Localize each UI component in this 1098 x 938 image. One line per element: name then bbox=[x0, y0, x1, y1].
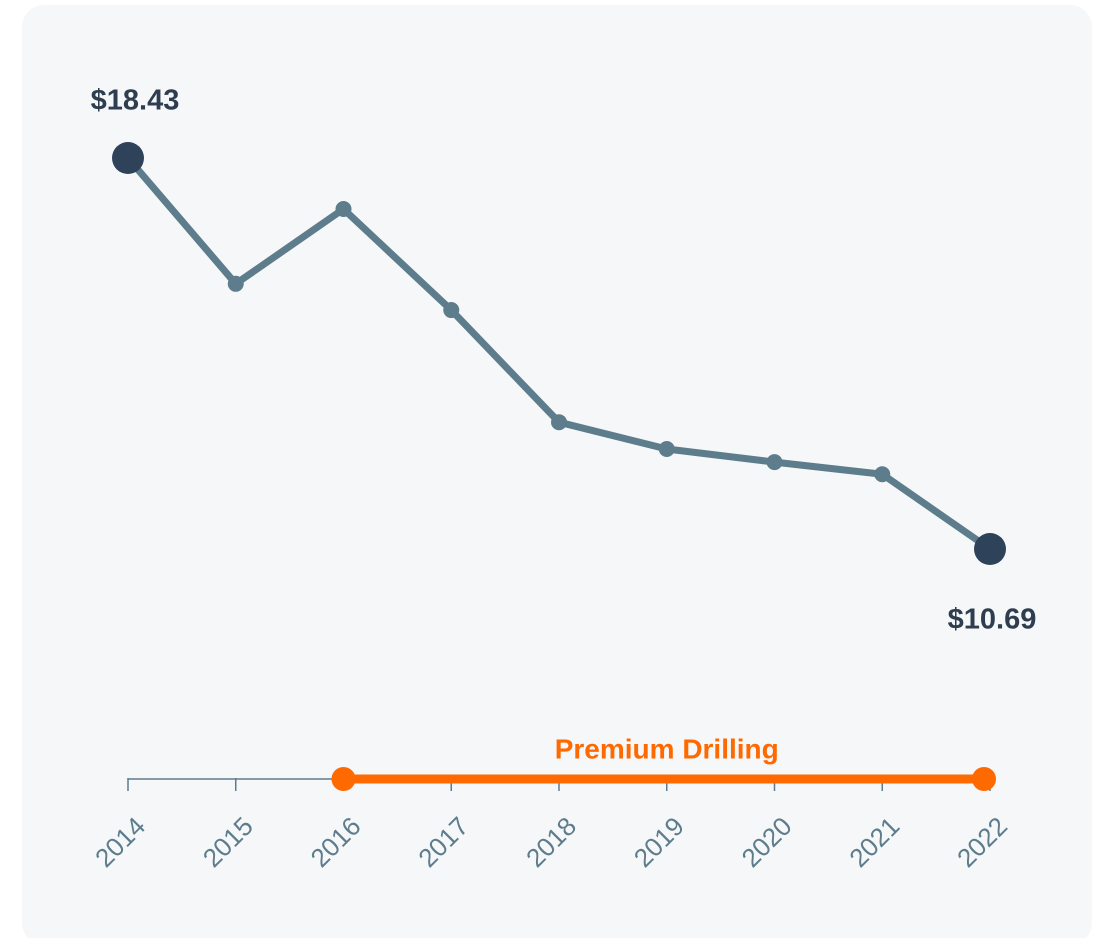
end-marker bbox=[974, 533, 1006, 565]
highlight-end bbox=[972, 767, 996, 791]
marker bbox=[551, 414, 567, 431]
value-label: $18.43 bbox=[91, 85, 180, 117]
highlight-label: Premium Drilling bbox=[555, 733, 779, 764]
end-marker bbox=[112, 142, 144, 174]
card bbox=[22, 5, 1092, 938]
highlight-start bbox=[331, 767, 356, 791]
marker bbox=[443, 302, 460, 319]
marker bbox=[227, 275, 244, 292]
marker bbox=[766, 454, 783, 471]
marker bbox=[874, 466, 891, 483]
value-label: $10.69 bbox=[948, 604, 1037, 636]
marker bbox=[335, 201, 352, 218]
marker bbox=[658, 440, 675, 457]
